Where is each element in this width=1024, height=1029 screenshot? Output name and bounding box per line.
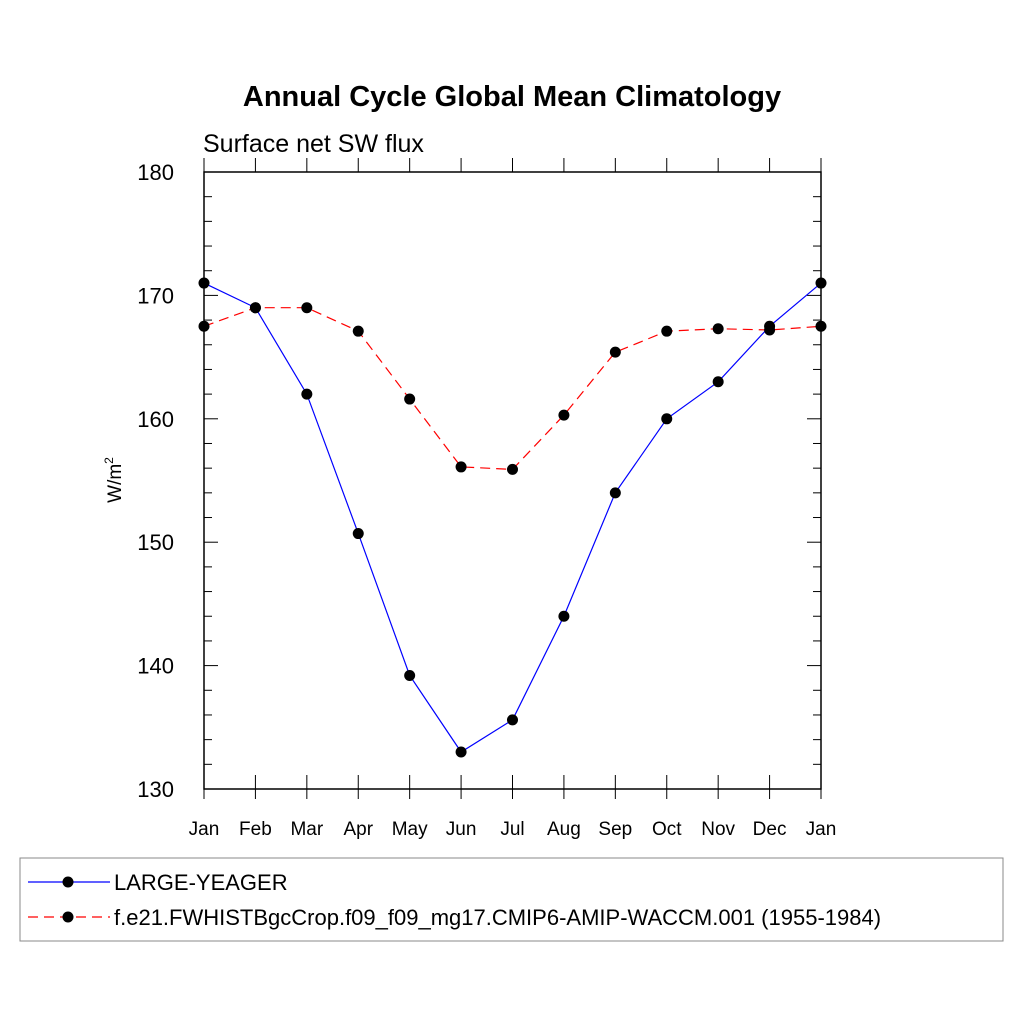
y-axis-label-superscript: 2 <box>102 457 116 464</box>
data-point-series-2 <box>249 302 261 314</box>
data-point-series-2 <box>764 324 776 336</box>
data-point-series-1 <box>198 277 210 289</box>
y-axis-label: W/m2 <box>102 457 126 503</box>
data-point-series-1 <box>301 388 313 400</box>
y-tick-label: 130 <box>137 777 174 802</box>
y-tick-label: 180 <box>137 160 174 185</box>
data-point-series-2 <box>712 323 724 335</box>
plot-frame <box>203 171 822 790</box>
data-point-series-1 <box>352 528 364 540</box>
x-tick-label: Dec <box>753 819 787 840</box>
data-point-series-2 <box>815 320 827 332</box>
y-axis: 130 140 150 160 170 180 W/m2 <box>102 160 821 802</box>
x-tick-label: Sep <box>598 819 632 840</box>
x-tick-label: Jun <box>446 819 477 840</box>
y-tick-label: 150 <box>137 530 174 555</box>
x-tick-label: Oct <box>652 819 682 840</box>
x-axis: Jan Feb Mar Apr May Jun Jul Aug Sep Oct Nov Dec Jan <box>189 158 837 840</box>
chart-title: Annual Cycle Global Mean Climatology <box>243 81 781 113</box>
legend-label-1: LARGE-YEAGER <box>114 870 288 895</box>
x-tick-label: Nov <box>701 819 735 840</box>
x-tick-label: Jan <box>189 819 220 840</box>
data-point-series-1 <box>455 746 467 758</box>
data-point-series-1 <box>815 277 827 289</box>
data-point-series-2 <box>198 320 210 332</box>
data-point-series-2 <box>558 409 570 421</box>
data-point-series-2 <box>455 461 467 473</box>
x-tick-label: Aug <box>547 819 581 840</box>
chart-subtitle: Surface net SW flux <box>203 130 424 158</box>
data-point-series-2 <box>301 302 313 314</box>
data-point-series-2 <box>661 325 673 337</box>
y-tick-label: 170 <box>137 283 174 308</box>
series-layer <box>198 277 827 758</box>
data-point-series-1 <box>507 714 518 726</box>
series-line-2 <box>203 307 822 471</box>
x-tick-label: May <box>392 819 428 840</box>
legend-label-2: f.e21.FWHISTBgcCrop.f09_f09_mg17.CMIP6-A… <box>114 905 881 930</box>
legend-marker-1 <box>62 876 74 888</box>
data-point-series-2 <box>404 393 416 405</box>
y-tick-label: 160 <box>137 407 174 432</box>
x-tick-label: Jan <box>806 819 837 840</box>
x-tick-label: Jul <box>500 819 524 840</box>
series-line-1 <box>203 282 822 753</box>
data-point-series-1 <box>558 610 570 622</box>
x-tick-label: Mar <box>290 819 323 840</box>
x-tick-label: Feb <box>239 819 272 840</box>
data-point-series-1 <box>404 669 416 681</box>
x-tick-label: Apr <box>343 819 373 840</box>
data-point-series-2 <box>609 346 621 358</box>
data-point-series-2 <box>352 325 364 337</box>
data-point-series-1 <box>712 376 724 388</box>
legend-box <box>19 857 1004 942</box>
y-axis-label-text: W/m <box>105 464 126 503</box>
plot-border <box>203 171 822 790</box>
legend-marker-2 <box>62 911 74 923</box>
data-point-series-1 <box>609 487 621 499</box>
data-point-series-1 <box>661 413 673 425</box>
y-tick-label: 140 <box>137 654 174 679</box>
legend: LARGE-YEAGER f.e21.FWHISTBgcCrop.f09_f09_… <box>19 857 1004 942</box>
data-point-series-2 <box>507 463 518 475</box>
